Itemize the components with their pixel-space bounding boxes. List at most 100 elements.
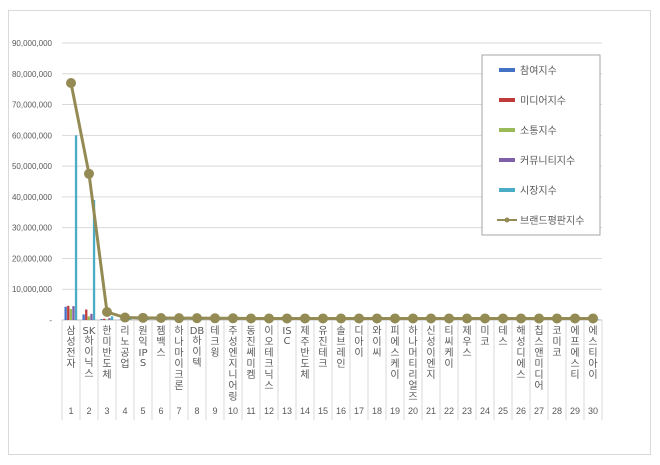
y-tick-label: 20,000,000	[12, 254, 53, 263]
svg-text:이: 이	[426, 347, 435, 359]
svg-text:C: C	[284, 336, 291, 347]
bar	[69, 308, 72, 320]
svg-text:에: 에	[570, 347, 579, 359]
svg-text:아: 아	[588, 358, 597, 370]
line-marker	[102, 306, 112, 317]
svg-text:얼: 얼	[408, 380, 417, 392]
svg-text:씨: 씨	[444, 336, 453, 348]
svg-text:케: 케	[390, 358, 399, 370]
legend-swatch	[499, 188, 515, 192]
svg-text:S: S	[140, 358, 146, 369]
svg-text:성: 성	[426, 336, 435, 348]
x-rank-label: 15	[318, 406, 328, 416]
svg-text:스: 스	[462, 347, 471, 359]
svg-text:스: 스	[534, 336, 543, 348]
line-marker	[282, 313, 292, 324]
svg-text:테: 테	[498, 325, 507, 337]
x-category-label: 테스	[498, 325, 507, 348]
line-marker	[210, 313, 220, 324]
x-rank-label: 25	[498, 406, 508, 416]
svg-text:미: 미	[534, 358, 543, 370]
bar	[105, 319, 108, 320]
svg-text:유: 유	[318, 325, 327, 337]
svg-text:디: 디	[516, 347, 525, 359]
svg-text:이: 이	[84, 346, 93, 358]
legend-item: 시장지수	[499, 185, 557, 197]
svg-text:크: 크	[210, 337, 219, 348]
svg-text:노: 노	[120, 336, 129, 348]
svg-text:크: 크	[318, 359, 327, 370]
svg-text:이: 이	[174, 358, 183, 370]
x-rank-label: 26	[516, 406, 526, 416]
svg-text:스: 스	[498, 336, 507, 348]
svg-text:엔: 엔	[426, 358, 435, 370]
svg-text:칩: 칩	[534, 325, 543, 337]
svg-text:성: 성	[228, 336, 237, 348]
bar	[108, 318, 111, 320]
line-marker	[336, 313, 346, 324]
svg-text:미: 미	[102, 336, 111, 348]
x-rank-label: 17	[354, 406, 364, 416]
legend-label: 시장지수	[520, 185, 557, 197]
x-rank-label: 29	[570, 406, 580, 416]
svg-text:주: 주	[300, 337, 309, 348]
legend-swatch	[499, 158, 515, 162]
line-marker	[228, 313, 238, 324]
y-tick-label: 50,000,000	[12, 162, 53, 171]
svg-text:오: 오	[264, 337, 273, 348]
svg-text:리: 리	[408, 369, 417, 381]
line-marker	[462, 313, 472, 324]
svg-text:체: 체	[102, 369, 111, 381]
bar	[90, 313, 93, 320]
legend-item: 참여지수	[499, 65, 557, 77]
bar	[92, 199, 96, 320]
x-rank-label: 18	[372, 406, 382, 416]
y-tick-label: 90,000,000	[12, 39, 53, 48]
svg-text:코: 코	[552, 348, 561, 359]
legend-label: 소통지수	[520, 125, 557, 137]
x-category-label: 미코	[480, 325, 489, 348]
x-rank-label: 5	[140, 406, 145, 416]
svg-text:백: 백	[156, 336, 165, 348]
svg-text:켐: 켐	[246, 369, 255, 381]
svg-text:익: 익	[138, 336, 147, 348]
x-rank-label: 28	[552, 406, 562, 416]
svg-text:리: 리	[120, 325, 129, 337]
x-axis: 삼성전자1SK하이닉스2한미반도체3리노공업4원익IPS5젬백스6하나마이크론7…	[61, 320, 603, 420]
svg-text:텍: 텍	[192, 357, 201, 369]
line-marker	[516, 313, 526, 324]
bar	[82, 314, 85, 320]
svg-text:레: 레	[336, 347, 345, 359]
line-marker	[138, 312, 148, 323]
line-marker	[372, 313, 382, 324]
svg-text:체: 체	[300, 369, 309, 381]
svg-text:해: 해	[516, 324, 525, 337]
svg-text:이: 이	[372, 336, 381, 348]
svg-text:도: 도	[102, 359, 111, 370]
svg-text:닉: 닉	[264, 369, 273, 381]
svg-text:스: 스	[390, 347, 399, 359]
line-marker	[192, 313, 202, 324]
svg-text:DB: DB	[190, 326, 205, 337]
bar	[128, 318, 132, 320]
bar	[72, 306, 75, 320]
svg-text:케: 케	[444, 347, 453, 359]
svg-text:이: 이	[444, 358, 453, 370]
x-category-label: 젬백스	[156, 325, 165, 359]
x-rank-label: 23	[462, 406, 472, 416]
x-rank-label: 7	[176, 406, 181, 416]
line-marker	[318, 313, 328, 324]
svg-text:이: 이	[264, 325, 273, 337]
svg-text:젬: 젬	[156, 325, 165, 337]
svg-text:마: 마	[174, 347, 183, 359]
svg-text:미: 미	[480, 325, 489, 337]
line-marker	[300, 313, 310, 324]
legend-label: 브랜드평판지수	[520, 215, 584, 227]
legend-swatch	[499, 68, 515, 72]
line-marker	[498, 313, 508, 324]
